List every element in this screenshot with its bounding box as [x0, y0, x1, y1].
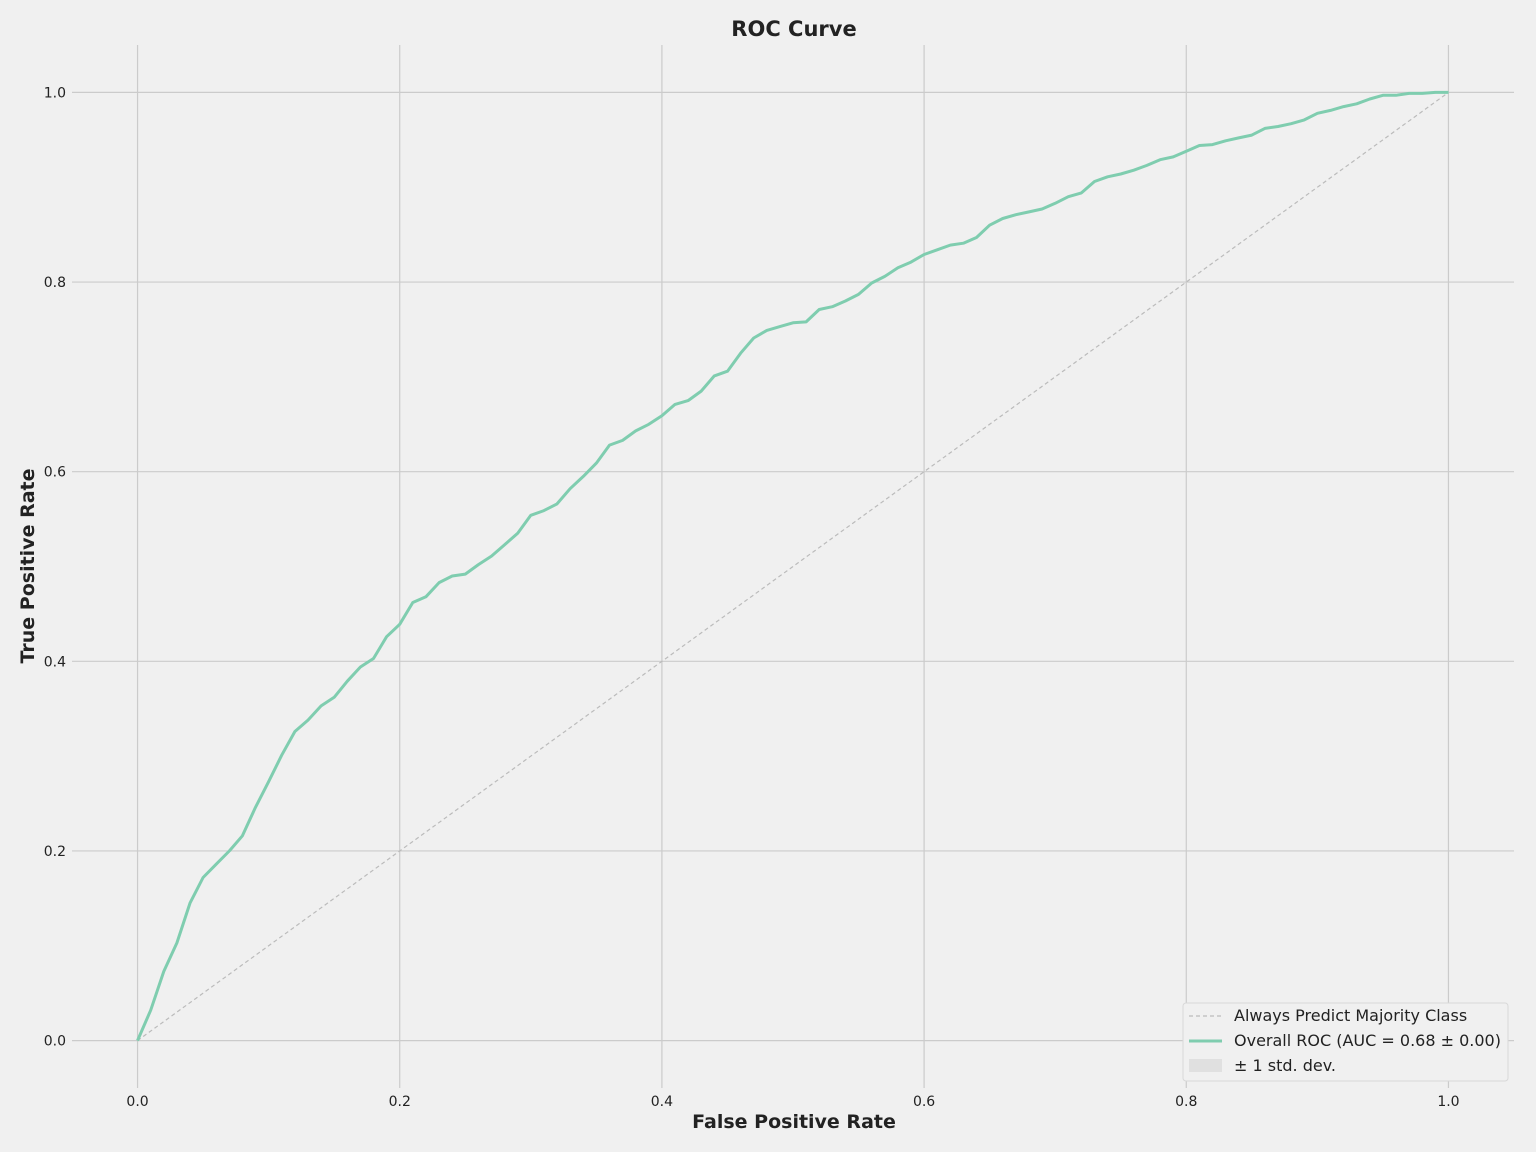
y-tick-label: 0.6 [44, 465, 66, 481]
y-tick-label: 0.2 [44, 844, 66, 860]
grid-lines [72, 45, 1514, 1088]
x-tick-label: 0.8 [1175, 1094, 1197, 1110]
legend-label-std: ± 1 std. dev. [1234, 1056, 1336, 1075]
y-tick-label: 1.0 [44, 85, 66, 101]
x-axis-label: False Positive Rate [692, 1111, 896, 1133]
y-tick-label: 0.0 [44, 1034, 66, 1050]
legend-label-majority: Always Predict Majority Class [1234, 1006, 1467, 1025]
y-tick-label: 0.4 [44, 654, 66, 670]
x-tick-label: 0.2 [389, 1094, 411, 1110]
x-tick-label: 0.4 [651, 1094, 673, 1110]
legend-swatch-std [1189, 1059, 1222, 1072]
series-line-roc [136, 90, 1449, 1042]
x-tick-label: 0.6 [913, 1094, 935, 1110]
chart-title: ROC Curve [731, 17, 856, 41]
legend-label-roc: Overall ROC (AUC = 0.68 ± 0.00) [1234, 1031, 1501, 1050]
y-tick-label: 0.8 [44, 275, 66, 291]
legend-box [1182, 1002, 1509, 1082]
x-tick-label: 0.0 [126, 1094, 148, 1110]
plot-area [136, 90, 1449, 1042]
y-axis-label: True Positive Rate [17, 469, 39, 664]
tick-labels: 0.0 0.2 0.4 0.6 0.8 1.0 0.0 0.2 0.4 0.6 0.8 1.0 [44, 85, 1460, 1110]
x-tick-label: 1.0 [1437, 1094, 1459, 1110]
series-line-majority [137, 91, 1449, 1042]
legend: Always Predict Majority Class Overall RO… [1182, 1002, 1509, 1082]
